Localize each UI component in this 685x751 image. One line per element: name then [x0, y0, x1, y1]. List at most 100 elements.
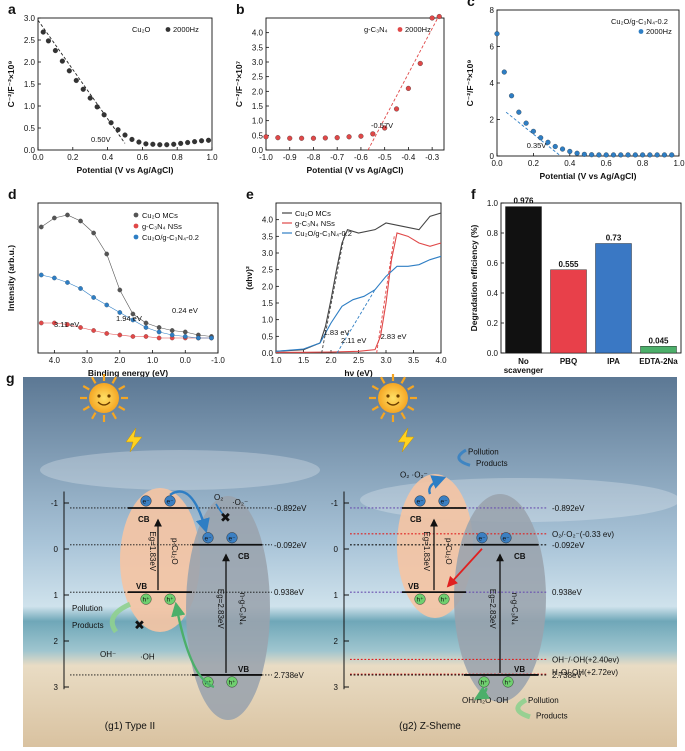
electron-icon	[414, 495, 426, 507]
c-legend-freq: 2000Hz	[646, 27, 672, 36]
b-data-point	[310, 135, 317, 141]
sun-eye	[386, 394, 390, 398]
g1-cu2o-vb-label: VB	[136, 582, 147, 591]
d-series-line	[41, 274, 212, 339]
e-ytick-label: 1.5	[262, 299, 274, 308]
c-data-point	[523, 120, 529, 126]
a-data-point	[157, 142, 163, 148]
hole-label: h⁺	[504, 680, 511, 687]
c-data-point	[538, 135, 544, 141]
f-category-label: EDTA-2Na	[639, 357, 678, 366]
c-data-point	[589, 152, 595, 158]
f-category-label: No	[518, 357, 529, 366]
g2-oh-pair-label: OH/H₂O ·OH	[462, 696, 508, 705]
g-panel-letter: g	[6, 370, 15, 386]
sun-smile	[97, 401, 111, 406]
hole-label: h⁺	[416, 597, 423, 604]
g2-o2-pair-label: O₂ ·O₂⁻	[400, 471, 428, 480]
b-intercept-label: -0.57V	[371, 121, 393, 130]
f-bar	[505, 206, 542, 354]
f-ylabel: Degradation efficiency (%)	[469, 224, 479, 331]
electron-icon	[140, 495, 152, 507]
b-xtick-label: -0.5	[378, 153, 392, 162]
hole-icon	[502, 676, 514, 688]
a-frame	[37, 17, 213, 151]
d-legend-entry: g-C₃N₄ NSs	[142, 222, 182, 231]
c-xtick-label: 0.2	[528, 159, 540, 168]
electron-icon	[476, 532, 488, 544]
e-xtick-label: 2.5	[353, 356, 365, 365]
e-legend-entry: Cu₂O MCs	[295, 209, 331, 218]
a-data-point	[59, 58, 65, 64]
f-category-label: scavenger	[504, 366, 544, 375]
sun-ray	[82, 385, 90, 391]
b-xtick-label: -0.7	[330, 153, 344, 162]
b-data-point	[287, 135, 293, 141]
c-data-point	[596, 152, 602, 158]
g2-caption: (g2) Z-Sheme	[399, 721, 461, 732]
a-data-point	[52, 48, 58, 54]
e-fit-line	[336, 289, 376, 354]
c-data-point	[581, 151, 587, 157]
a-ytick-label: 0.0	[24, 146, 36, 155]
a-data-point	[143, 141, 149, 147]
g2-level-label: 2.738eV	[552, 671, 582, 680]
f-frame	[500, 202, 682, 354]
g1-o2-label: O₂	[214, 493, 223, 502]
hole-label: h⁺	[228, 680, 235, 687]
a-data-point	[136, 139, 142, 145]
sun-ray	[380, 376, 386, 384]
b-data-point	[358, 133, 364, 139]
potential-tick-label: 0	[54, 545, 59, 554]
g2-gcn-gap-label: Eg=2.83eV	[488, 589, 497, 629]
e-xlabel: hν (eV)	[344, 368, 373, 378]
electron-label: e⁻	[166, 499, 173, 506]
c-data-point	[559, 146, 566, 152]
sun-icon	[369, 374, 417, 422]
b-ytick-label: 2.0	[252, 87, 264, 96]
g2-level-label: O₂/·O₂⁻(-0.33 ev)	[552, 530, 614, 539]
g2-zscheme-arrow	[446, 548, 483, 588]
g2-products-bottom-label: Products	[536, 711, 568, 720]
a-data-point	[171, 141, 177, 147]
b-data-point	[275, 135, 281, 141]
f-ytick-label: 0.0	[487, 349, 499, 358]
c-legend-marker	[638, 29, 644, 34]
f-bar	[595, 243, 632, 354]
g1-superoxide-label: ·O₂⁻	[232, 498, 248, 507]
b-data-point	[346, 134, 352, 140]
d-series-line	[41, 322, 212, 339]
panel-d: 4.0 3.0 2.0 1.0 0.0 -1.0 d Binding energy (eV) I…	[6, 186, 225, 378]
d-xlabel: Binding energy (eV)	[88, 368, 168, 378]
c-data-point	[669, 152, 675, 158]
c-data-point	[661, 152, 667, 158]
sun-ray	[118, 385, 126, 391]
potential-tick-label: 1	[334, 591, 339, 600]
a-data-point	[205, 137, 212, 143]
potential-tick-label: 1	[54, 591, 59, 600]
sun-ray	[82, 405, 90, 411]
d-legend-marker	[133, 234, 139, 240]
potential-tick-label: 0	[334, 545, 339, 554]
sun-disc	[89, 383, 119, 413]
g1-blocked-cross-icon: ✖	[134, 618, 145, 633]
c-data-point	[603, 152, 609, 158]
a-data-point	[115, 127, 121, 133]
g1-level-label: -0.092eV	[274, 541, 307, 550]
a-ylabel: C⁻²/F⁻²×10⁹	[6, 61, 16, 108]
f-value-label: 0.976	[513, 197, 534, 206]
sun-ray	[407, 405, 415, 411]
c-xlabel: Potential (V vs Ag/AgCl)	[540, 171, 637, 181]
b-xtick-label: -0.9	[283, 153, 297, 162]
c-xtick-label: 0.4	[564, 159, 576, 168]
d-annotation-composite: 1.94 eV	[116, 314, 142, 323]
b-data-point	[382, 125, 388, 131]
e-xtick-label: 4.0	[435, 356, 447, 365]
d-panel-letter: d	[8, 186, 17, 202]
panel-b: -1.0 -0.9 -0.8 -0.7 -0.6 -0.5 -0.4 -0.3 0.0 0.5 1.…	[234, 1, 445, 175]
g2-level-label: 0.938eV	[552, 588, 582, 597]
f-ytick-label: 0.4	[487, 289, 499, 298]
g1-degradation-arrow	[109, 601, 132, 634]
g1-hole-transfer-arrow	[171, 601, 215, 689]
